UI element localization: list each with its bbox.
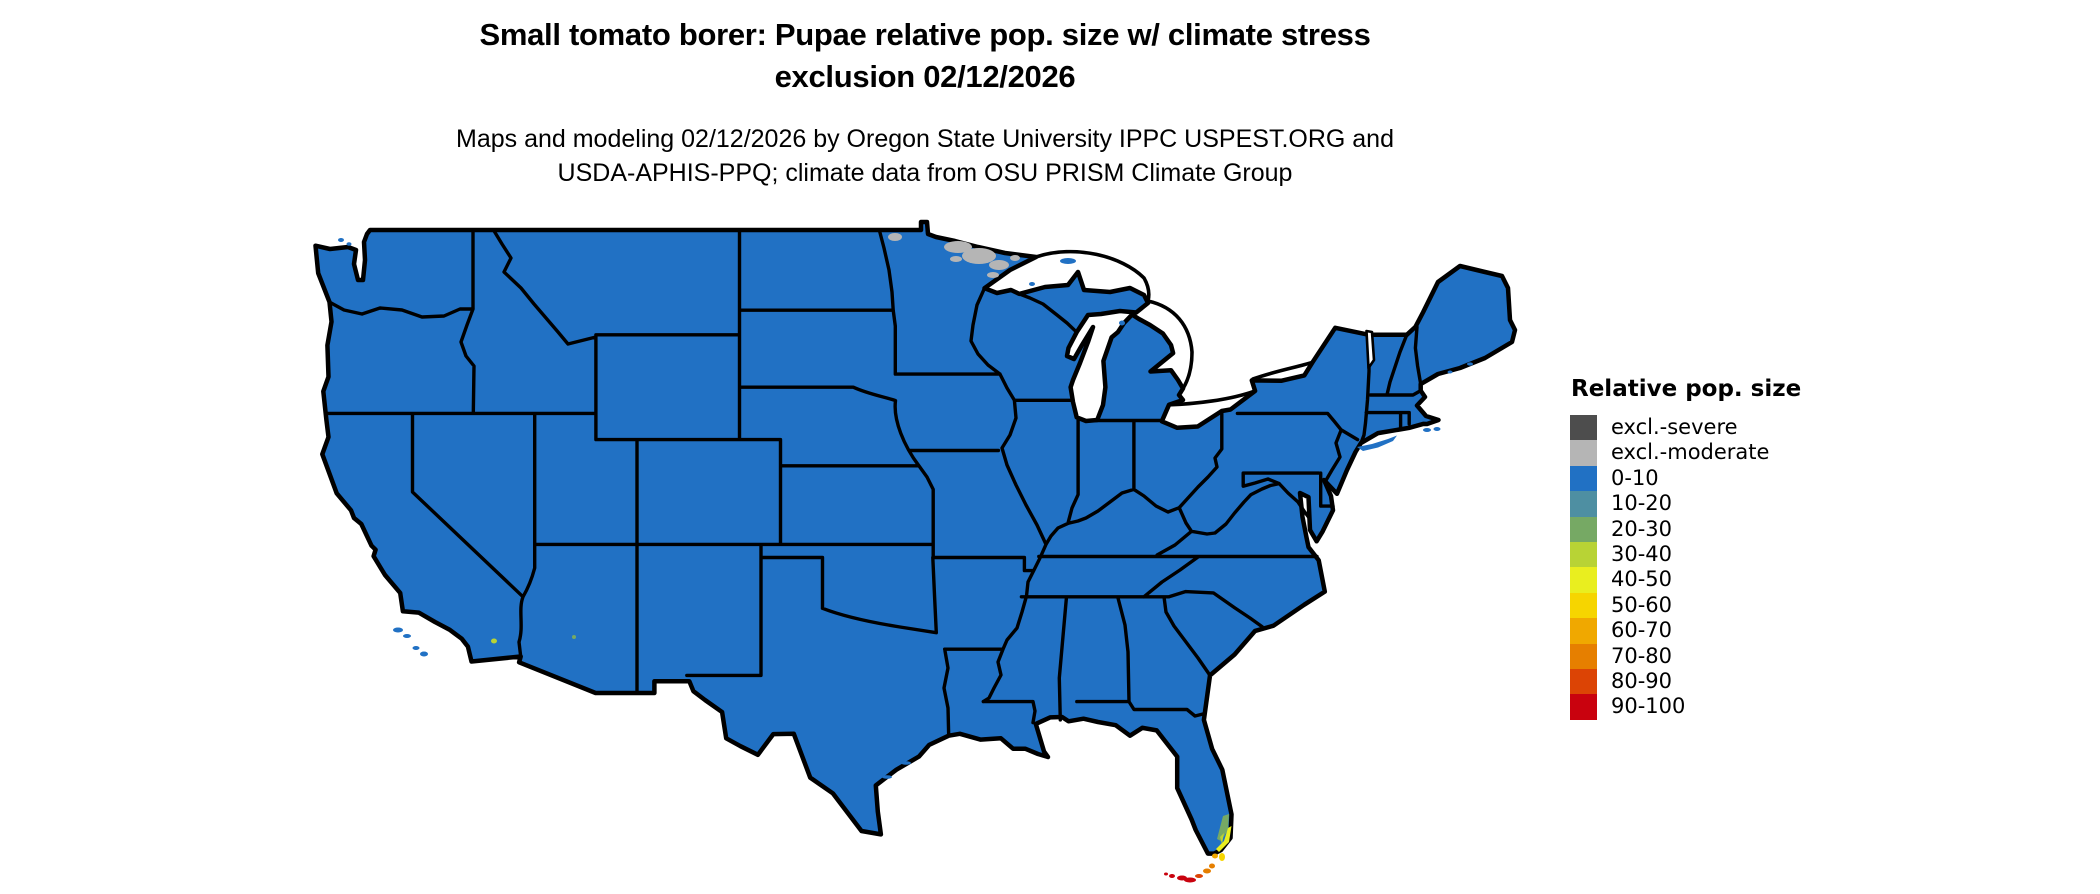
legend-item: 40-50 xyxy=(1570,567,1870,593)
great-lakes-border xyxy=(1034,249,1315,407)
legend-label: excl.-severe xyxy=(1611,415,1738,439)
legend-label: 40-50 xyxy=(1611,567,1673,592)
page-title: Small tomato borer: Pupae relative pop. … xyxy=(325,14,1525,98)
channel-island xyxy=(393,627,403,633)
legend-label: 30-40 xyxy=(1611,541,1673,566)
gulf-barrier-island xyxy=(901,761,911,765)
legend-label: excl.-moderate xyxy=(1611,440,1770,465)
isle-royale xyxy=(1060,258,1076,264)
beaver-island xyxy=(1119,320,1125,326)
legend-label: 0-10 xyxy=(1611,465,1659,490)
islands xyxy=(338,238,1473,779)
legend-swatch xyxy=(1570,516,1597,542)
legend-item: 80-90 xyxy=(1570,668,1870,695)
florida-hotspots xyxy=(1164,814,1232,883)
san-juan-island xyxy=(346,242,352,246)
legend-title: Relative pop. size xyxy=(1571,376,1802,402)
subtitle-line-1: Maps and modeling 02/12/2026 by Oregon S… xyxy=(456,125,1394,153)
legend-swatch xyxy=(1570,643,1597,669)
legend-label: 20-30 xyxy=(1611,516,1673,541)
maine-coast-island xyxy=(1447,370,1453,374)
marthas-vineyard-island xyxy=(1423,428,1431,432)
legend-label: 10-20 xyxy=(1611,491,1673,516)
legend-label: 80-90 xyxy=(1611,668,1673,693)
conus-outline xyxy=(313,219,1518,856)
legend-item: 0-10 xyxy=(1570,465,1870,492)
arizona-spot xyxy=(572,635,576,639)
legend-swatch xyxy=(1570,567,1597,593)
long-island xyxy=(1357,435,1397,451)
us-map xyxy=(310,215,1530,894)
apostle-island xyxy=(1029,282,1035,286)
legend-item: excl.-moderate xyxy=(1570,440,1870,466)
exclusion-moderate-patches xyxy=(888,233,1020,278)
title-line-2: exclusion 02/12/2026 xyxy=(774,59,1076,94)
legend-item: 10-20 xyxy=(1570,491,1870,517)
legend-swatch xyxy=(1570,491,1597,517)
subtitle-line-2: USDA-APHIS-PPQ; climate data from OSU PR… xyxy=(557,159,1293,187)
legend-swatch xyxy=(1570,592,1597,619)
legend-label: 90-100 xyxy=(1611,694,1686,719)
maine-coast-island xyxy=(1467,362,1473,366)
nantucket-island xyxy=(1433,427,1441,431)
southwest-hotspots xyxy=(491,635,576,644)
lake-champlain xyxy=(1365,329,1376,370)
legend-item: 60-70 xyxy=(1570,618,1870,644)
legend-swatch xyxy=(1570,618,1597,644)
legend-swatch xyxy=(1570,440,1597,466)
legend: Relative pop. size excl.-severe excl.-mo… xyxy=(1570,376,1870,720)
state-borders xyxy=(324,228,1423,738)
legend-label: 60-70 xyxy=(1611,618,1673,643)
legend-swatch xyxy=(1570,415,1597,441)
channel-island xyxy=(420,651,428,657)
legend-items: excl.-severe excl.-moderate 0-10 10-20 2… xyxy=(1570,415,1870,720)
channel-island xyxy=(412,646,420,650)
legend-swatch xyxy=(1570,694,1597,720)
salton-sea-spot xyxy=(491,638,497,644)
legend-label: 70-80 xyxy=(1611,643,1673,668)
legend-swatch xyxy=(1570,465,1597,492)
legend-item: excl.-severe xyxy=(1570,415,1870,441)
legend-item: 50-60 xyxy=(1570,592,1870,619)
channel-island xyxy=(403,634,411,638)
us-map-svg xyxy=(313,219,1518,883)
legend-swatch xyxy=(1570,541,1597,568)
legend-item: 30-40 xyxy=(1570,541,1870,568)
legend-item: 90-100 xyxy=(1570,694,1870,720)
gulf-barrier-island xyxy=(882,775,892,779)
legend-item: 70-80 xyxy=(1570,643,1870,669)
title-line-1: Small tomato borer: Pupae relative pop. … xyxy=(479,17,1371,52)
legend-label: 50-60 xyxy=(1611,592,1673,617)
figure-subtitle: Maps and modeling 02/12/2026 by Oregon S… xyxy=(325,122,1525,190)
legend-swatch xyxy=(1570,668,1597,695)
figure-title: Small tomato borer: Pupae relative pop. … xyxy=(325,14,1525,98)
san-juan-island xyxy=(338,238,344,242)
legend-item: 20-30 xyxy=(1570,516,1870,542)
